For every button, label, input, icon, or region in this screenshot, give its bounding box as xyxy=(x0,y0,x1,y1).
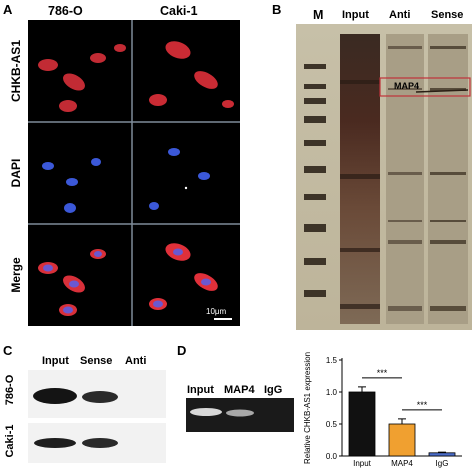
y-tick-label: 1.0 xyxy=(326,388,338,397)
panel-d-letter: D xyxy=(177,343,187,358)
panel-d-lane-igg: IgG xyxy=(264,384,283,396)
panel-c-row-786o: 786-O xyxy=(4,374,16,406)
panel-c-lane-sense: Sense xyxy=(80,355,113,367)
panel-c-letter: C xyxy=(3,343,13,358)
panel-b-lane-anti: Anti xyxy=(389,9,411,21)
panel-a-col-786o: 786-O xyxy=(48,4,83,18)
x-tick-label: IgG xyxy=(436,459,449,468)
panel-d-pcr-gel xyxy=(186,398,294,432)
panel-c-row-caki1: Caki-1 xyxy=(4,424,16,458)
panel-a-col-caki1: Caki-1 xyxy=(160,4,198,18)
panel-b-silver-stain-gel xyxy=(296,24,472,330)
panel-a-row-merge: Merge xyxy=(9,257,23,293)
panel-c-lane-input: Input xyxy=(42,355,69,367)
panel-a-micrographs xyxy=(28,20,240,326)
panel-a-row-chkb: CHKB-AS1 xyxy=(9,40,23,103)
panel-b-lane-sense: Sense xyxy=(431,9,464,21)
panel-d-lane-map4: MAP4 xyxy=(224,384,255,396)
panel-d-lane-input: Input xyxy=(187,384,214,396)
y-axis-label: Relative CHKB-AS1 expression xyxy=(303,352,312,464)
bar xyxy=(428,452,456,457)
panel-b-lane-m: M xyxy=(313,8,324,22)
panel-a-row-dapi: DAPI xyxy=(9,158,23,188)
x-tick-label: Input xyxy=(353,459,372,468)
significance-label: *** xyxy=(417,400,428,410)
scale-bar-label: 10μm xyxy=(206,307,227,316)
panel-b-letter: B xyxy=(272,2,282,17)
panel-b-lane-input: Input xyxy=(342,9,369,21)
bar xyxy=(388,423,416,457)
significance-label: *** xyxy=(377,368,388,378)
panel-c-blot-786o xyxy=(28,370,166,418)
panel-a-letter: A xyxy=(3,2,13,17)
bar xyxy=(348,391,376,457)
panel-c-blot-caki1 xyxy=(28,423,166,463)
y-tick-label: 0.0 xyxy=(326,452,338,461)
relative-expression-bar-chart: Relative CHKB-AS1 expression 0.0 0.5 1.0 1.5… xyxy=(303,352,462,468)
map4-box-label: MAP4 xyxy=(394,81,420,91)
y-tick-label: 1.5 xyxy=(326,356,338,365)
x-tick-label: MAP4 xyxy=(391,459,413,468)
y-tick-label: 0.5 xyxy=(326,420,338,429)
panel-c-lane-anti: Anti xyxy=(125,355,147,367)
